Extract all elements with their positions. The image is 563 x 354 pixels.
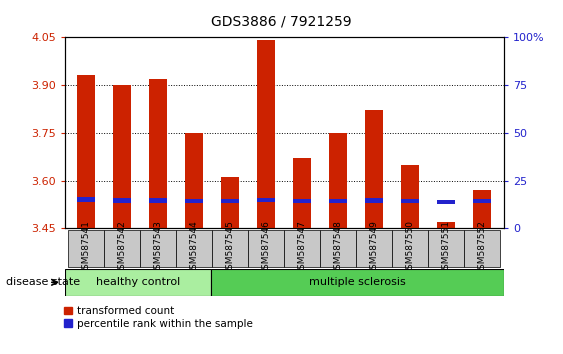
Bar [437,222,455,228]
FancyBboxPatch shape [65,269,211,296]
FancyBboxPatch shape [248,230,284,267]
FancyBboxPatch shape [104,230,140,267]
Text: GSM587544: GSM587544 [190,221,199,275]
Bar [185,133,203,228]
Text: GSM587552: GSM587552 [478,221,487,275]
FancyBboxPatch shape [211,269,504,296]
Text: GSM587546: GSM587546 [262,221,271,275]
Text: GSM587542: GSM587542 [118,221,127,275]
Bar [77,198,95,201]
Bar [293,158,311,228]
Bar [401,165,419,228]
FancyBboxPatch shape [212,230,248,267]
Bar [149,79,167,228]
Text: GDS3886 / 7921259: GDS3886 / 7921259 [211,14,352,28]
Bar [77,75,95,228]
FancyBboxPatch shape [320,230,356,267]
Bar [149,198,167,202]
Bar [221,177,239,228]
Bar [113,85,131,228]
Text: GSM587551: GSM587551 [442,221,451,275]
Legend: transformed count, percentile rank within the sample: transformed count, percentile rank withi… [64,306,253,329]
FancyBboxPatch shape [68,230,104,267]
Text: healthy control: healthy control [96,277,180,287]
Bar [401,199,419,203]
Bar [329,133,347,228]
FancyBboxPatch shape [464,230,501,267]
Text: GSM587550: GSM587550 [406,221,415,275]
FancyBboxPatch shape [140,230,176,267]
Text: disease state: disease state [6,277,80,287]
Bar [221,199,239,203]
Bar [293,199,311,203]
Text: GSM587547: GSM587547 [298,221,307,275]
FancyBboxPatch shape [392,230,428,267]
Text: GSM587545: GSM587545 [226,221,235,275]
Text: multiple sclerosis: multiple sclerosis [309,277,406,287]
Text: GSM587548: GSM587548 [334,221,343,275]
Bar [185,199,203,203]
Bar [473,199,491,203]
Bar [365,198,383,202]
FancyBboxPatch shape [176,230,212,267]
Bar [365,110,383,228]
Bar [257,40,275,228]
Text: GSM587549: GSM587549 [370,221,379,275]
Bar [437,200,455,204]
Bar [473,190,491,228]
Bar [329,199,347,203]
Bar [113,198,131,202]
Text: GSM587541: GSM587541 [82,221,91,275]
FancyBboxPatch shape [284,230,320,267]
FancyBboxPatch shape [428,230,464,267]
Bar [257,198,275,202]
Text: GSM587543: GSM587543 [154,221,163,275]
FancyBboxPatch shape [356,230,392,267]
